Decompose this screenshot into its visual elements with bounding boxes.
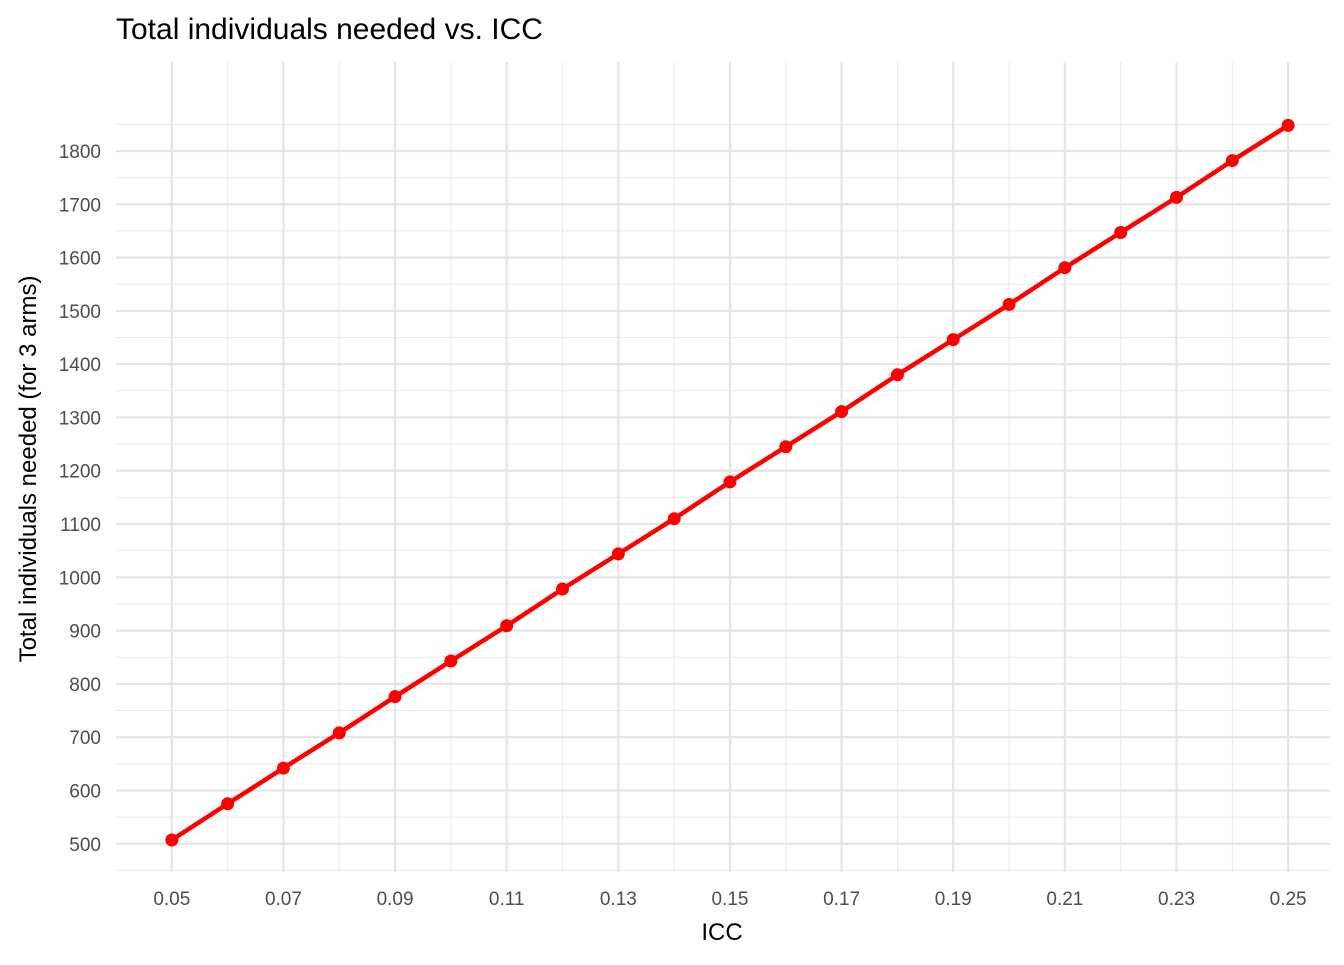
- series-layer: [165, 118, 1295, 847]
- grid: [116, 62, 1330, 872]
- x-tick-label: 0.17: [823, 889, 860, 910]
- x-tick-label: 0.11: [489, 889, 525, 910]
- data-point: [611, 547, 625, 561]
- data-point: [165, 833, 179, 847]
- y-tick-label: 1200: [59, 462, 101, 483]
- y-tick-label: 1300: [59, 408, 101, 429]
- data-point: [779, 440, 793, 454]
- data-point: [1225, 154, 1239, 168]
- x-tick-label: 0.09: [377, 889, 414, 910]
- y-tick-label: 1000: [59, 568, 101, 589]
- x-tick-label: 0.05: [153, 889, 190, 910]
- data-point: [276, 761, 290, 775]
- data-point: [556, 582, 570, 596]
- data-point: [667, 512, 681, 526]
- x-tick-label: 0.25: [1270, 889, 1307, 910]
- y-axis-title: Total individuals needed (for 3 arms): [15, 276, 42, 663]
- data-point: [723, 475, 737, 489]
- y-tick-label: 1700: [59, 195, 101, 216]
- data-point: [1170, 190, 1184, 204]
- x-axis-title: ICC: [701, 919, 742, 946]
- data-point: [332, 726, 346, 740]
- chart-title: Total individuals needed vs. ICC: [116, 13, 543, 46]
- data-point: [1281, 118, 1295, 132]
- x-tick-label: 0.21: [1046, 889, 1083, 910]
- data-point: [1002, 297, 1016, 311]
- y-tick-label: 1100: [60, 515, 101, 536]
- x-tick-label: 0.23: [1158, 889, 1195, 910]
- tick-labels: 0.05 0.07 0.09 0.11 0.13 0.15 0.17 0.19 0.21 0.23…: [59, 142, 1307, 910]
- y-tick-label: 1600: [59, 249, 101, 270]
- y-tick-label: 1400: [59, 355, 101, 376]
- data-point: [1058, 261, 1072, 275]
- data-point: [946, 333, 960, 347]
- x-tick-label: 0.15: [711, 889, 748, 910]
- y-tick-label: 600: [69, 781, 101, 802]
- data-point: [388, 690, 402, 704]
- y-tick-label: 1500: [59, 302, 101, 323]
- x-tick-label: 0.13: [600, 889, 637, 910]
- y-tick-label: 1800: [59, 142, 101, 163]
- data-point: [890, 368, 904, 382]
- data-point: [835, 405, 849, 419]
- data-point: [1114, 226, 1128, 240]
- y-tick-label: 800: [69, 675, 101, 696]
- y-tick-label: 700: [69, 728, 101, 749]
- y-tick-label: 900: [69, 622, 101, 643]
- x-tick-label: 0.07: [265, 889, 302, 910]
- y-tick-label: 500: [69, 835, 101, 856]
- data-point: [500, 619, 514, 633]
- data-point: [221, 797, 235, 811]
- data-point: [444, 654, 458, 668]
- x-tick-label: 0.19: [935, 889, 972, 910]
